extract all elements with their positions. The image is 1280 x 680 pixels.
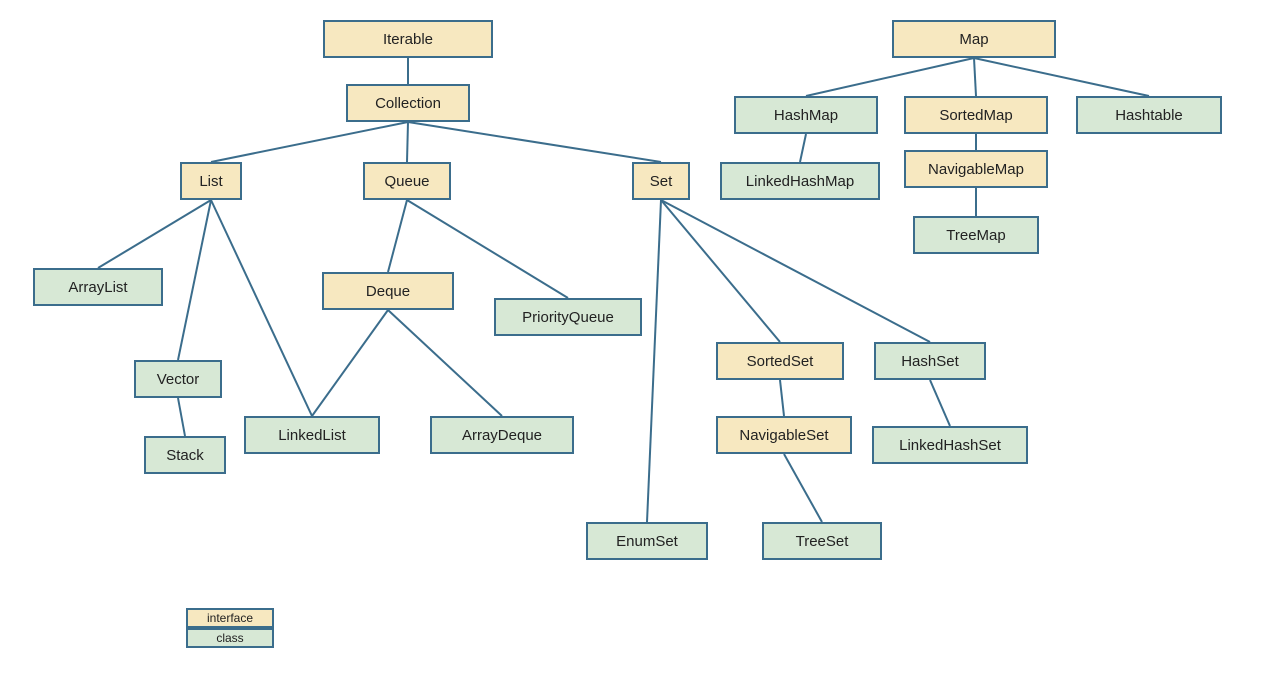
edge-sortedset-navigableset (780, 380, 784, 416)
legend-class: class (186, 628, 274, 648)
node-map: Map (892, 20, 1056, 58)
node-label: ArrayList (68, 279, 127, 296)
node-label: Collection (375, 95, 441, 112)
edge-map-sortedmap (974, 58, 976, 96)
node-hashtable: Hashtable (1076, 96, 1222, 134)
node-treemap: TreeMap (913, 216, 1039, 254)
node-label: SortedSet (747, 353, 814, 370)
node-label: LinkedHashSet (899, 437, 1001, 454)
node-arraydeque: ArrayDeque (430, 416, 574, 454)
edge-list-linkedlist (211, 200, 312, 416)
node-label: SortedMap (939, 107, 1012, 124)
node-treeset: TreeSet (762, 522, 882, 560)
edge-collection-queue (407, 122, 408, 162)
node-label: Deque (366, 283, 410, 300)
node-label: Map (959, 31, 988, 48)
edge-list-arraylist (98, 200, 211, 268)
node-label: Vector (157, 371, 200, 388)
node-set: Set (632, 162, 690, 200)
legend-label: class (216, 631, 243, 645)
edge-list-vector (178, 200, 211, 360)
edge-deque-arraydeque (388, 310, 502, 416)
node-sortedset: SortedSet (716, 342, 844, 380)
node-linkedlist: LinkedList (244, 416, 380, 454)
edge-collection-set (408, 122, 661, 162)
node-vector: Vector (134, 360, 222, 398)
edge-navigableset-treeset (784, 454, 822, 522)
edge-queue-deque (388, 200, 407, 272)
node-label: TreeMap (946, 227, 1005, 244)
node-queue: Queue (363, 162, 451, 200)
node-collection: Collection (346, 84, 470, 122)
edge-set-enumset (647, 200, 661, 522)
node-linkedhashmap: LinkedHashMap (720, 162, 880, 200)
node-linkedhashset: LinkedHashSet (872, 426, 1028, 464)
node-enumset: EnumSet (586, 522, 708, 560)
node-deque: Deque (322, 272, 454, 310)
node-sortedmap: SortedMap (904, 96, 1048, 134)
node-list: List (180, 162, 242, 200)
edge-hashset-linkedhashset (930, 380, 950, 426)
edge-set-sortedset (661, 200, 780, 342)
node-label: Hashtable (1115, 107, 1183, 124)
node-label: NavigableSet (739, 427, 828, 444)
node-label: ArrayDeque (462, 427, 542, 444)
diagram-stage: Iterable Collection List Queue Set ArrayList V… (0, 0, 1280, 680)
node-label: List (199, 173, 222, 190)
node-navigableset: NavigableSet (716, 416, 852, 454)
edge-set-hashset (661, 200, 930, 342)
node-label: TreeSet (796, 533, 849, 550)
edge-map-hashmap (806, 58, 974, 96)
node-label: HashSet (901, 353, 959, 370)
node-label: Stack (166, 447, 204, 464)
edge-map-hashtable (974, 58, 1149, 96)
node-arraylist: ArrayList (33, 268, 163, 306)
node-label: Queue (384, 173, 429, 190)
node-label: HashMap (774, 107, 838, 124)
node-label: Set (650, 173, 673, 190)
node-stack: Stack (144, 436, 226, 474)
node-priorityqueue: PriorityQueue (494, 298, 642, 336)
edge-deque-linkedlist (312, 310, 388, 416)
legend-label: interface (207, 611, 253, 625)
node-iterable: Iterable (323, 20, 493, 58)
node-label: LinkedList (278, 427, 346, 444)
node-label: PriorityQueue (522, 309, 614, 326)
node-label: LinkedHashMap (746, 173, 854, 190)
edge-collection-list (211, 122, 408, 162)
node-hashset: HashSet (874, 342, 986, 380)
edge-hashmap-linkedhashmap (800, 134, 806, 162)
edge-vector-stack (178, 398, 185, 436)
legend-interface: interface (186, 608, 274, 628)
node-label: NavigableMap (928, 161, 1024, 178)
node-label: Iterable (383, 31, 433, 48)
node-label: EnumSet (616, 533, 678, 550)
node-hashmap: HashMap (734, 96, 878, 134)
node-navigablemap: NavigableMap (904, 150, 1048, 188)
